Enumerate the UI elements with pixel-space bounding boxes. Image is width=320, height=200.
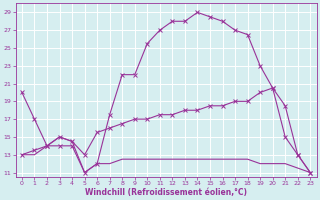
X-axis label: Windchill (Refroidissement éolien,°C): Windchill (Refroidissement éolien,°C) xyxy=(85,188,247,197)
